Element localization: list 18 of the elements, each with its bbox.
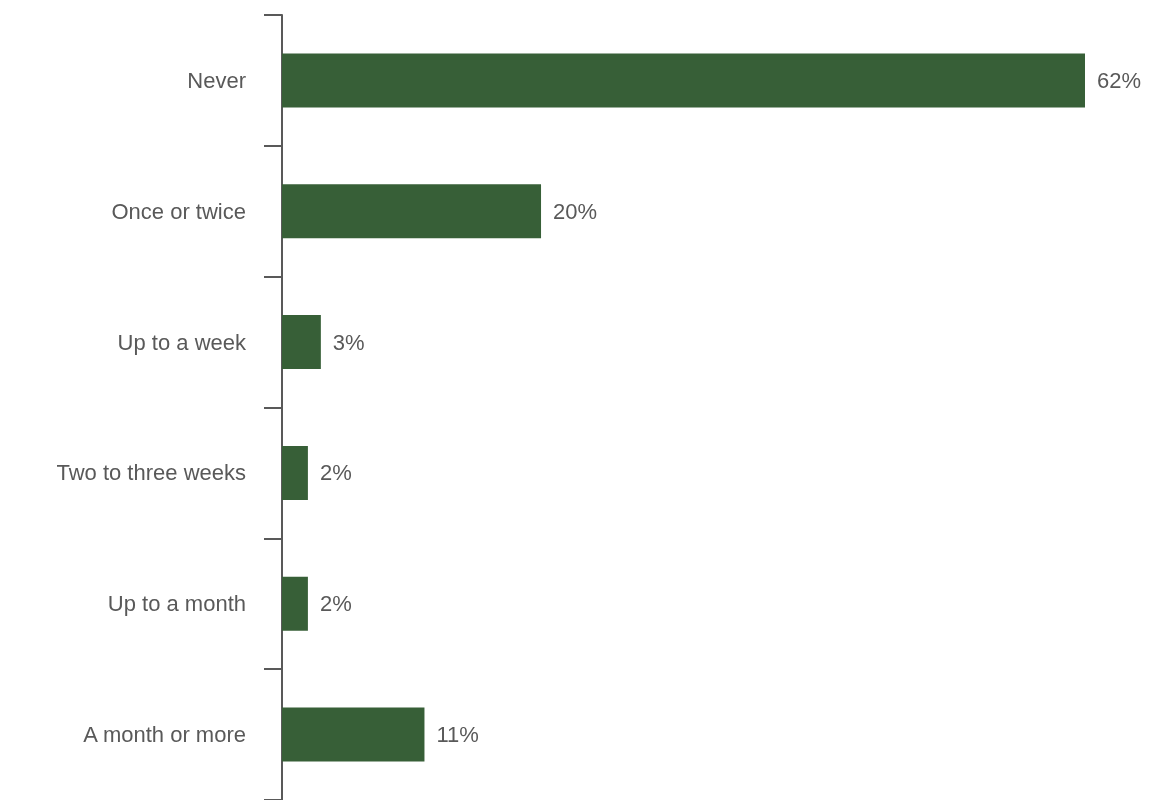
y-tick-label: Once or twice: [111, 198, 246, 224]
data-label: 2%: [319, 591, 352, 617]
bar: [282, 445, 308, 500]
y-tick-label: A month or more: [83, 722, 246, 748]
bar: [282, 315, 321, 370]
y-tick-label: Never: [187, 67, 246, 93]
data-label: 2%: [319, 460, 352, 486]
data-label: 20%: [553, 198, 598, 224]
data-label: 11%: [436, 722, 479, 748]
bar: [282, 707, 425, 762]
y-tick-label: Up to a month: [107, 591, 246, 617]
y-tick-label: Up to a week: [117, 329, 247, 355]
data-label: 62%: [1097, 67, 1142, 93]
bar: [282, 576, 308, 631]
bar: [282, 53, 1085, 108]
bar: [282, 184, 542, 239]
data-label: 3%: [332, 329, 365, 355]
y-tick-label: Two to three weeks: [56, 460, 246, 486]
